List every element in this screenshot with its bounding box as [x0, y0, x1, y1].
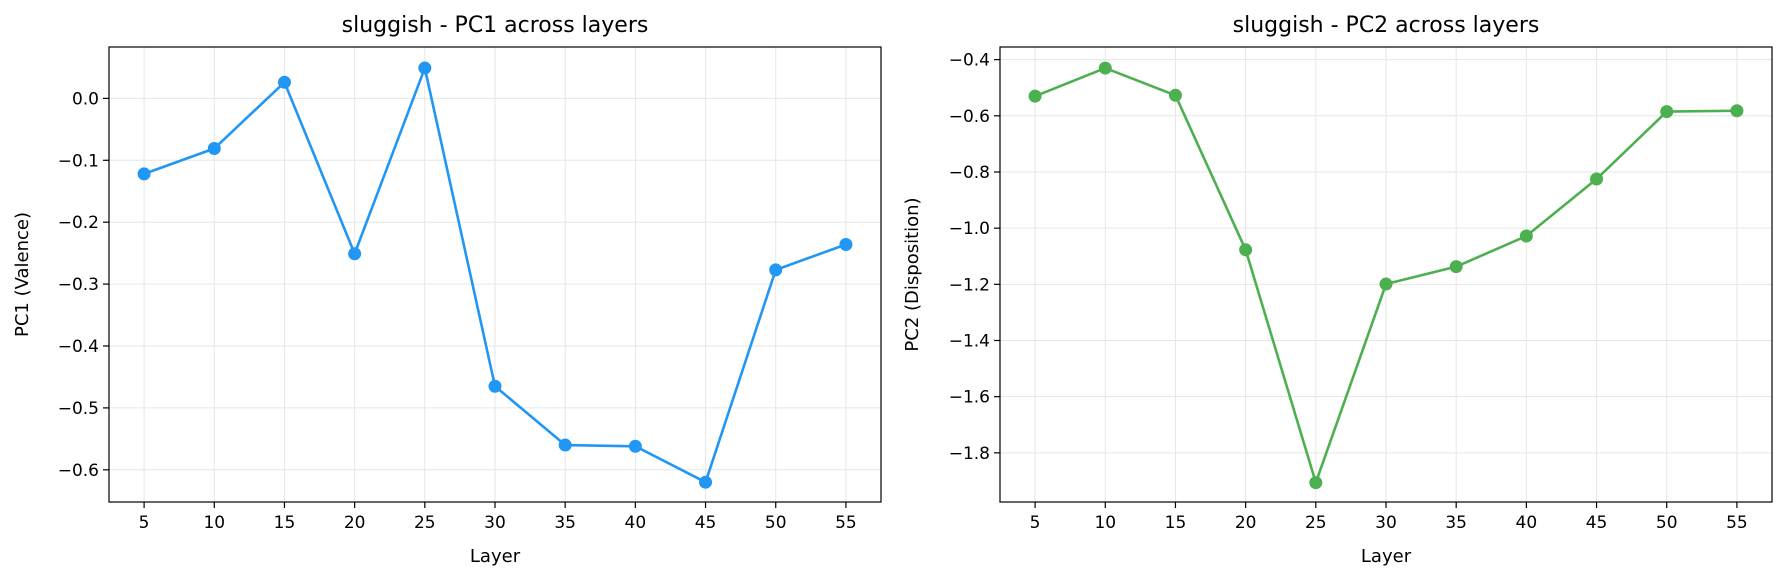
y-tick-label: −0.4: [949, 51, 990, 71]
data-point: [1379, 277, 1393, 291]
x-tick-label: 15: [274, 513, 296, 533]
data-point: [628, 439, 642, 453]
x-tick-label: 25: [414, 513, 436, 533]
chart-panel-1: 5 10 15 20 25 30 35 40 45 50 55 0.0 −0.1 −0.2 −0.3 −0.4…: [12, 13, 882, 567]
data-point: [1660, 105, 1674, 119]
x-tick-label: 25: [1305, 513, 1327, 533]
y-tick-label: −1.0: [949, 219, 990, 239]
y-axis-label: PC1 (Valence): [12, 212, 33, 337]
x-tick-label: 10: [1094, 513, 1116, 533]
data-point: [839, 237, 853, 251]
data-point: [418, 61, 432, 75]
y-axis-label: PC2 (Disposition): [902, 197, 923, 351]
data-point: [558, 438, 572, 452]
x-tick-label: 30: [484, 513, 506, 533]
x-tick-label: 30: [1375, 513, 1397, 533]
x-tick-label: 50: [1656, 513, 1678, 533]
x-tick-label: 55: [1726, 513, 1748, 533]
x-tick-label: 15: [1165, 513, 1187, 533]
data-point: [1309, 476, 1323, 490]
x-tick-label: 40: [1516, 513, 1538, 533]
data-point: [1098, 61, 1112, 75]
x-tick-label: 50: [765, 513, 787, 533]
x-tick-label: 55: [835, 513, 857, 533]
data-point: [277, 75, 291, 89]
data-point: [1168, 88, 1182, 102]
data-point: [1449, 260, 1463, 274]
y-tick-label: −1.6: [949, 388, 990, 408]
x-axis-label: Layer: [470, 546, 521, 567]
data-point: [1028, 89, 1042, 103]
y-tick-label: −0.1: [58, 151, 99, 171]
x-tick-label: 10: [203, 513, 225, 533]
y-tick-label: −1.4: [949, 332, 990, 352]
data-point: [699, 475, 713, 489]
y-tick-label: −1.2: [949, 275, 990, 295]
data-point: [137, 167, 151, 181]
y-tick-label: −0.6: [58, 461, 99, 481]
chart-title: sluggish - PC1 across layers: [342, 13, 649, 38]
data-point: [207, 142, 221, 156]
x-tick-label: 35: [1445, 513, 1467, 533]
y-tick-label: −0.4: [58, 337, 99, 357]
x-axis-label: Layer: [1361, 546, 1412, 567]
y-tick-label: −0.3: [58, 275, 99, 295]
data-point: [348, 247, 362, 261]
chart-title: sluggish - PC2 across layers: [1233, 13, 1540, 38]
data-point: [1239, 243, 1253, 257]
y-tick-label: 0.0: [72, 89, 99, 109]
data-point: [1590, 172, 1604, 186]
data-point: [488, 379, 502, 393]
y-tick-label: −0.5: [58, 399, 99, 419]
y-tick-label: −1.8: [949, 444, 990, 464]
x-tick-label: 20: [344, 513, 366, 533]
y-tick-label: −0.6: [949, 107, 990, 127]
x-tick-label: 20: [1235, 513, 1257, 533]
x-tick-label: 35: [554, 513, 576, 533]
data-point: [1730, 104, 1744, 118]
data-point: [1519, 229, 1533, 243]
x-tick-label: 45: [695, 513, 717, 533]
y-tick-label: −0.8: [949, 163, 990, 183]
chart-panel-2: 5 10 15 20 25 30 35 40 45 50 55 −0.4 −0.6 −0.8 −1.0 −1.…: [902, 13, 1773, 567]
x-tick-label: 45: [1586, 513, 1608, 533]
y-tick-label: −0.2: [58, 213, 99, 233]
x-tick-label: 5: [139, 513, 150, 533]
x-tick-label: 5: [1030, 513, 1041, 533]
data-point: [769, 263, 783, 277]
x-tick-label: 40: [625, 513, 647, 533]
